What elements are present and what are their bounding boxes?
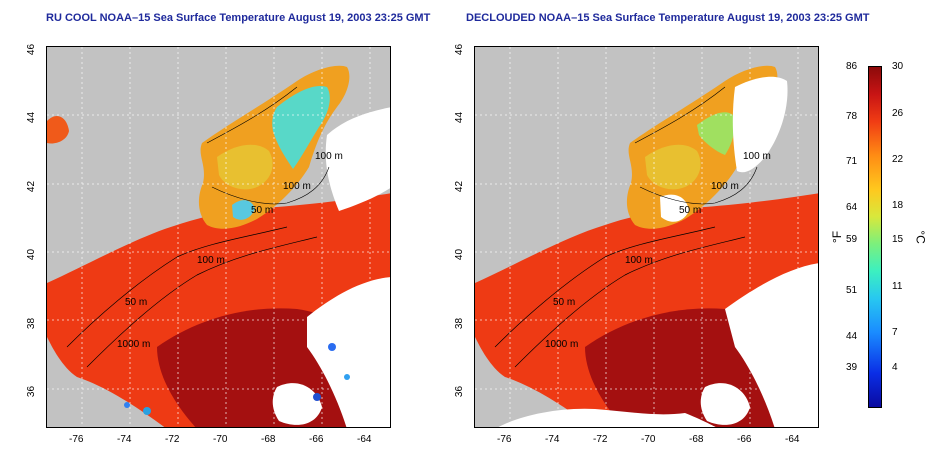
temperature-colorbar <box>868 66 882 408</box>
right-sst-map: 100 m 100 m 50 m 100 m 50 m 1000 m <box>474 46 819 428</box>
contour-label: 50 m <box>251 205 274 216</box>
colorbar-c-tick: 18 <box>892 200 904 211</box>
colorbar-f-tick: 71 <box>846 156 858 167</box>
y-tick-label: 36 <box>26 385 38 398</box>
x-tick-label: -72 <box>593 434 608 445</box>
y-tick-label: 44 <box>26 111 38 124</box>
contour-label: 100 m <box>197 255 225 266</box>
y-tick-label: 38 <box>26 317 38 330</box>
contour-label: 50 m <box>553 297 576 308</box>
y-tick-label: 36 <box>454 385 466 398</box>
x-tick-label: -66 <box>737 434 752 445</box>
y-tick-label: 42 <box>454 180 466 193</box>
x-tick-label: -70 <box>213 434 228 445</box>
x-tick-label: -64 <box>357 434 372 445</box>
x-tick-label: -66 <box>309 434 324 445</box>
y-tick-label: 44 <box>454 111 466 124</box>
y-tick-label: 42 <box>26 180 38 193</box>
contour-label: 50 m <box>125 297 148 308</box>
y-tick-label: 40 <box>26 248 38 261</box>
colorbar-f-tick: 39 <box>846 362 858 373</box>
y-tick-label: 46 <box>26 43 38 56</box>
colorbar-c-tick: 11 <box>892 281 903 292</box>
contour-label: 50 m <box>679 205 702 216</box>
colorbar-c-tick: 26 <box>892 108 904 119</box>
contour-label: 100 m <box>711 181 739 192</box>
colorbar-unit-celsius: °C <box>913 230 928 244</box>
colorbar-c-tick: 22 <box>892 154 904 165</box>
y-tick-label: 40 <box>454 248 466 261</box>
x-tick-label: -74 <box>545 434 560 445</box>
colorbar-f-tick: 44 <box>846 331 858 342</box>
contour-label: 100 m <box>283 181 311 192</box>
x-tick-label: -72 <box>165 434 180 445</box>
left-map-title: RU COOL NOAA–15 Sea Surface Temperature … <box>46 12 431 24</box>
y-tick-label: 46 <box>454 43 466 56</box>
x-tick-label: -74 <box>117 434 132 445</box>
right-map-title: DECLOUDED NOAA–15 Sea Surface Temperatur… <box>466 12 870 24</box>
x-tick-label: -70 <box>641 434 656 445</box>
colorbar-f-tick: 51 <box>846 285 858 296</box>
x-tick-label: -68 <box>261 434 276 445</box>
y-tick-label: 38 <box>454 317 466 330</box>
colorbar-f-tick: 59 <box>846 234 858 245</box>
colorbar-f-tick: 86 <box>846 61 858 72</box>
colorbar-c-tick: 15 <box>892 234 904 245</box>
colorbar-c-tick: 7 <box>892 327 898 338</box>
colorbar-c-tick: 30 <box>892 61 904 72</box>
contour-label: 100 m <box>315 151 343 162</box>
x-tick-label: -76 <box>69 434 84 445</box>
colorbar-c-tick: 4 <box>892 362 898 373</box>
colorbar-f-tick: 64 <box>846 202 858 213</box>
contour-label: 100 m <box>743 151 771 162</box>
x-tick-label: -64 <box>785 434 800 445</box>
contour-label: 1000 m <box>117 339 151 350</box>
left-sst-map: 100 m 100 m 50 m 100 m 50 m 1000 m <box>46 46 391 428</box>
colorbar-unit-fahrenheit: °F <box>830 230 845 244</box>
x-tick-label: -76 <box>497 434 512 445</box>
contour-label: 100 m <box>625 255 653 266</box>
left-sst-map-graphic <box>47 47 390 427</box>
colorbar-f-tick: 78 <box>846 111 858 122</box>
x-tick-label: -68 <box>689 434 704 445</box>
right-sst-map-graphic <box>475 47 818 427</box>
contour-label: 1000 m <box>545 339 579 350</box>
